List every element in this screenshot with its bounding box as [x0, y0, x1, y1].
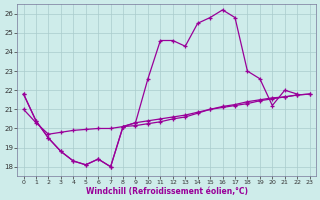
X-axis label: Windchill (Refroidissement éolien,°C): Windchill (Refroidissement éolien,°C): [85, 187, 248, 196]
